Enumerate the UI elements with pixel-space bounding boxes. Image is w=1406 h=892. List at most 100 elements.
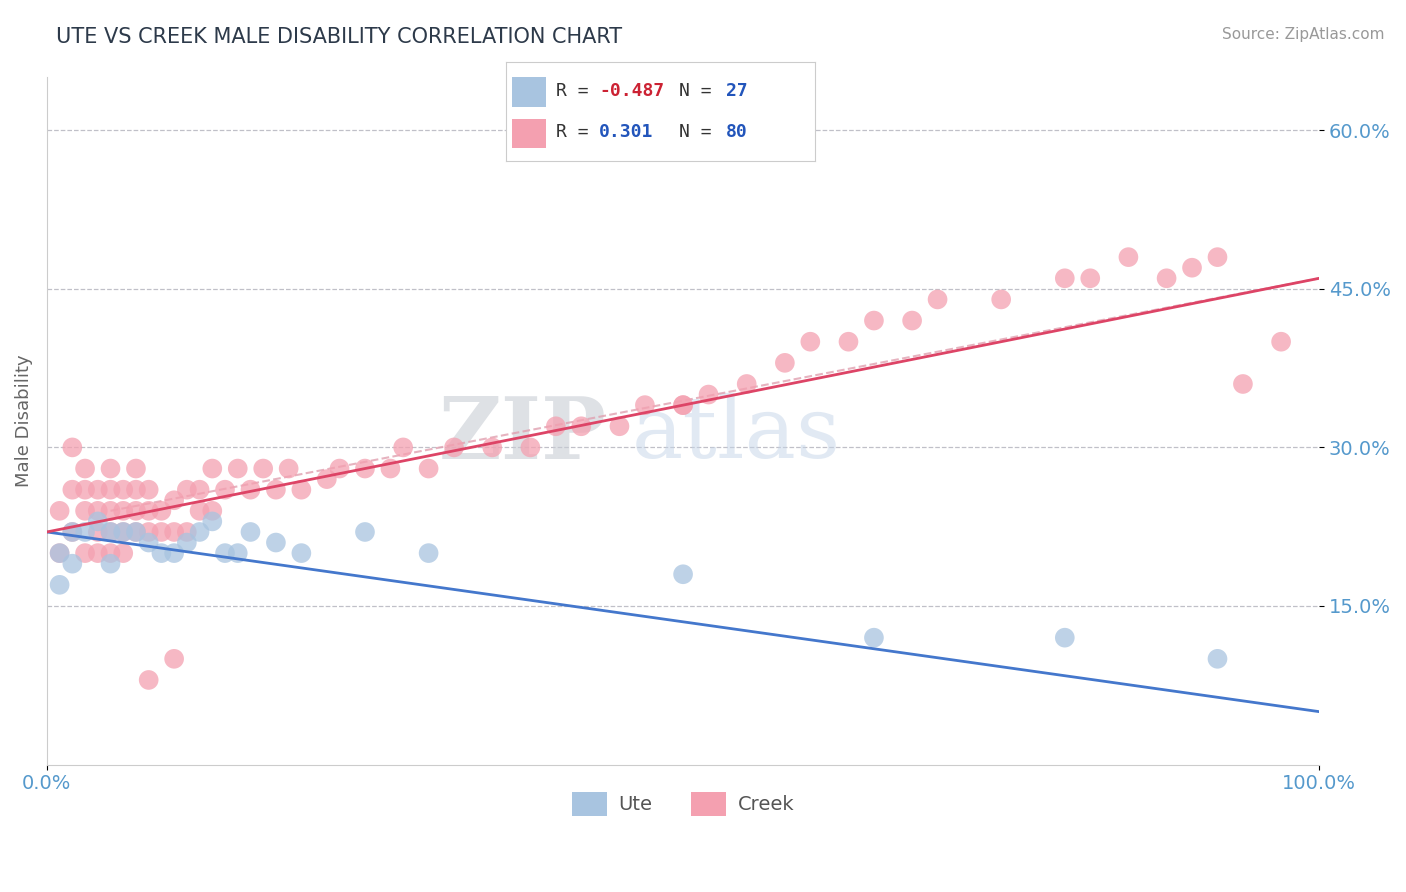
Text: UTE VS CREEK MALE DISABILITY CORRELATION CHART: UTE VS CREEK MALE DISABILITY CORRELATION… [56,27,623,46]
Point [150,524,173,539]
Point [138,535,160,549]
Point [1181,260,1204,275]
Point [100,504,122,518]
Point [201,515,224,529]
Point [1270,334,1292,349]
Point [1053,631,1076,645]
Text: N =: N = [679,122,723,141]
Point [264,535,287,549]
Point [837,334,859,349]
Point [290,546,312,560]
Point [163,652,186,666]
Point [112,504,135,518]
Point [100,524,122,539]
Point [60,441,83,455]
Point [481,441,503,455]
Point [380,461,402,475]
Point [125,504,148,518]
Point [100,461,122,475]
Point [138,673,160,687]
Point [100,524,122,539]
Point [264,483,287,497]
Point [1232,376,1254,391]
Point [443,441,465,455]
Point [354,524,377,539]
Point [672,398,695,412]
Point [239,524,262,539]
Text: 27: 27 [725,82,748,101]
Point [48,504,70,518]
Point [100,546,122,560]
Point [73,504,96,518]
Point [201,461,224,475]
Point [48,578,70,592]
Point [73,461,96,475]
Point [163,546,186,560]
Point [48,546,70,560]
Point [100,483,122,497]
Legend: Ute, Creek: Ute, Creek [564,784,803,823]
Text: atlas: atlas [633,393,841,476]
Point [163,493,186,508]
Point [176,483,198,497]
FancyBboxPatch shape [512,78,547,107]
Point [901,313,924,327]
FancyBboxPatch shape [512,119,547,148]
Point [176,524,198,539]
Point [112,483,135,497]
Point [112,524,135,539]
Point [290,483,312,497]
Point [1206,250,1229,264]
Point [112,546,135,560]
Point [735,376,758,391]
Point [418,546,440,560]
Point [87,504,110,518]
Point [226,546,249,560]
Point [87,546,110,560]
Point [125,483,148,497]
Point [60,483,83,497]
Point [100,557,122,571]
Point [125,524,148,539]
Point [863,313,886,327]
Point [150,546,173,560]
Point [544,419,567,434]
Point [60,557,83,571]
Point [1053,271,1076,285]
Y-axis label: Male Disability: Male Disability [15,355,32,487]
Point [214,546,236,560]
Point [990,293,1012,307]
Point [73,483,96,497]
Point [927,293,949,307]
Point [87,483,110,497]
Point [519,441,541,455]
Point [125,524,148,539]
Text: 80: 80 [725,122,748,141]
Point [315,472,337,486]
Text: R =: R = [555,122,599,141]
Text: 0.301: 0.301 [599,122,654,141]
Point [112,524,135,539]
Point [125,461,148,475]
Point [60,524,83,539]
Point [138,504,160,518]
Point [1206,652,1229,666]
Point [1118,250,1140,264]
Point [863,631,886,645]
Point [672,567,695,582]
Point [73,546,96,560]
Point [73,524,96,539]
Point [138,483,160,497]
Point [87,515,110,529]
Point [1156,271,1178,285]
Point [138,524,160,539]
Point [277,461,299,475]
Point [697,387,720,401]
Point [163,524,186,539]
Point [1078,271,1101,285]
Point [252,461,274,475]
Point [176,535,198,549]
Point [201,504,224,518]
Text: -0.487: -0.487 [599,82,664,101]
Point [799,334,821,349]
